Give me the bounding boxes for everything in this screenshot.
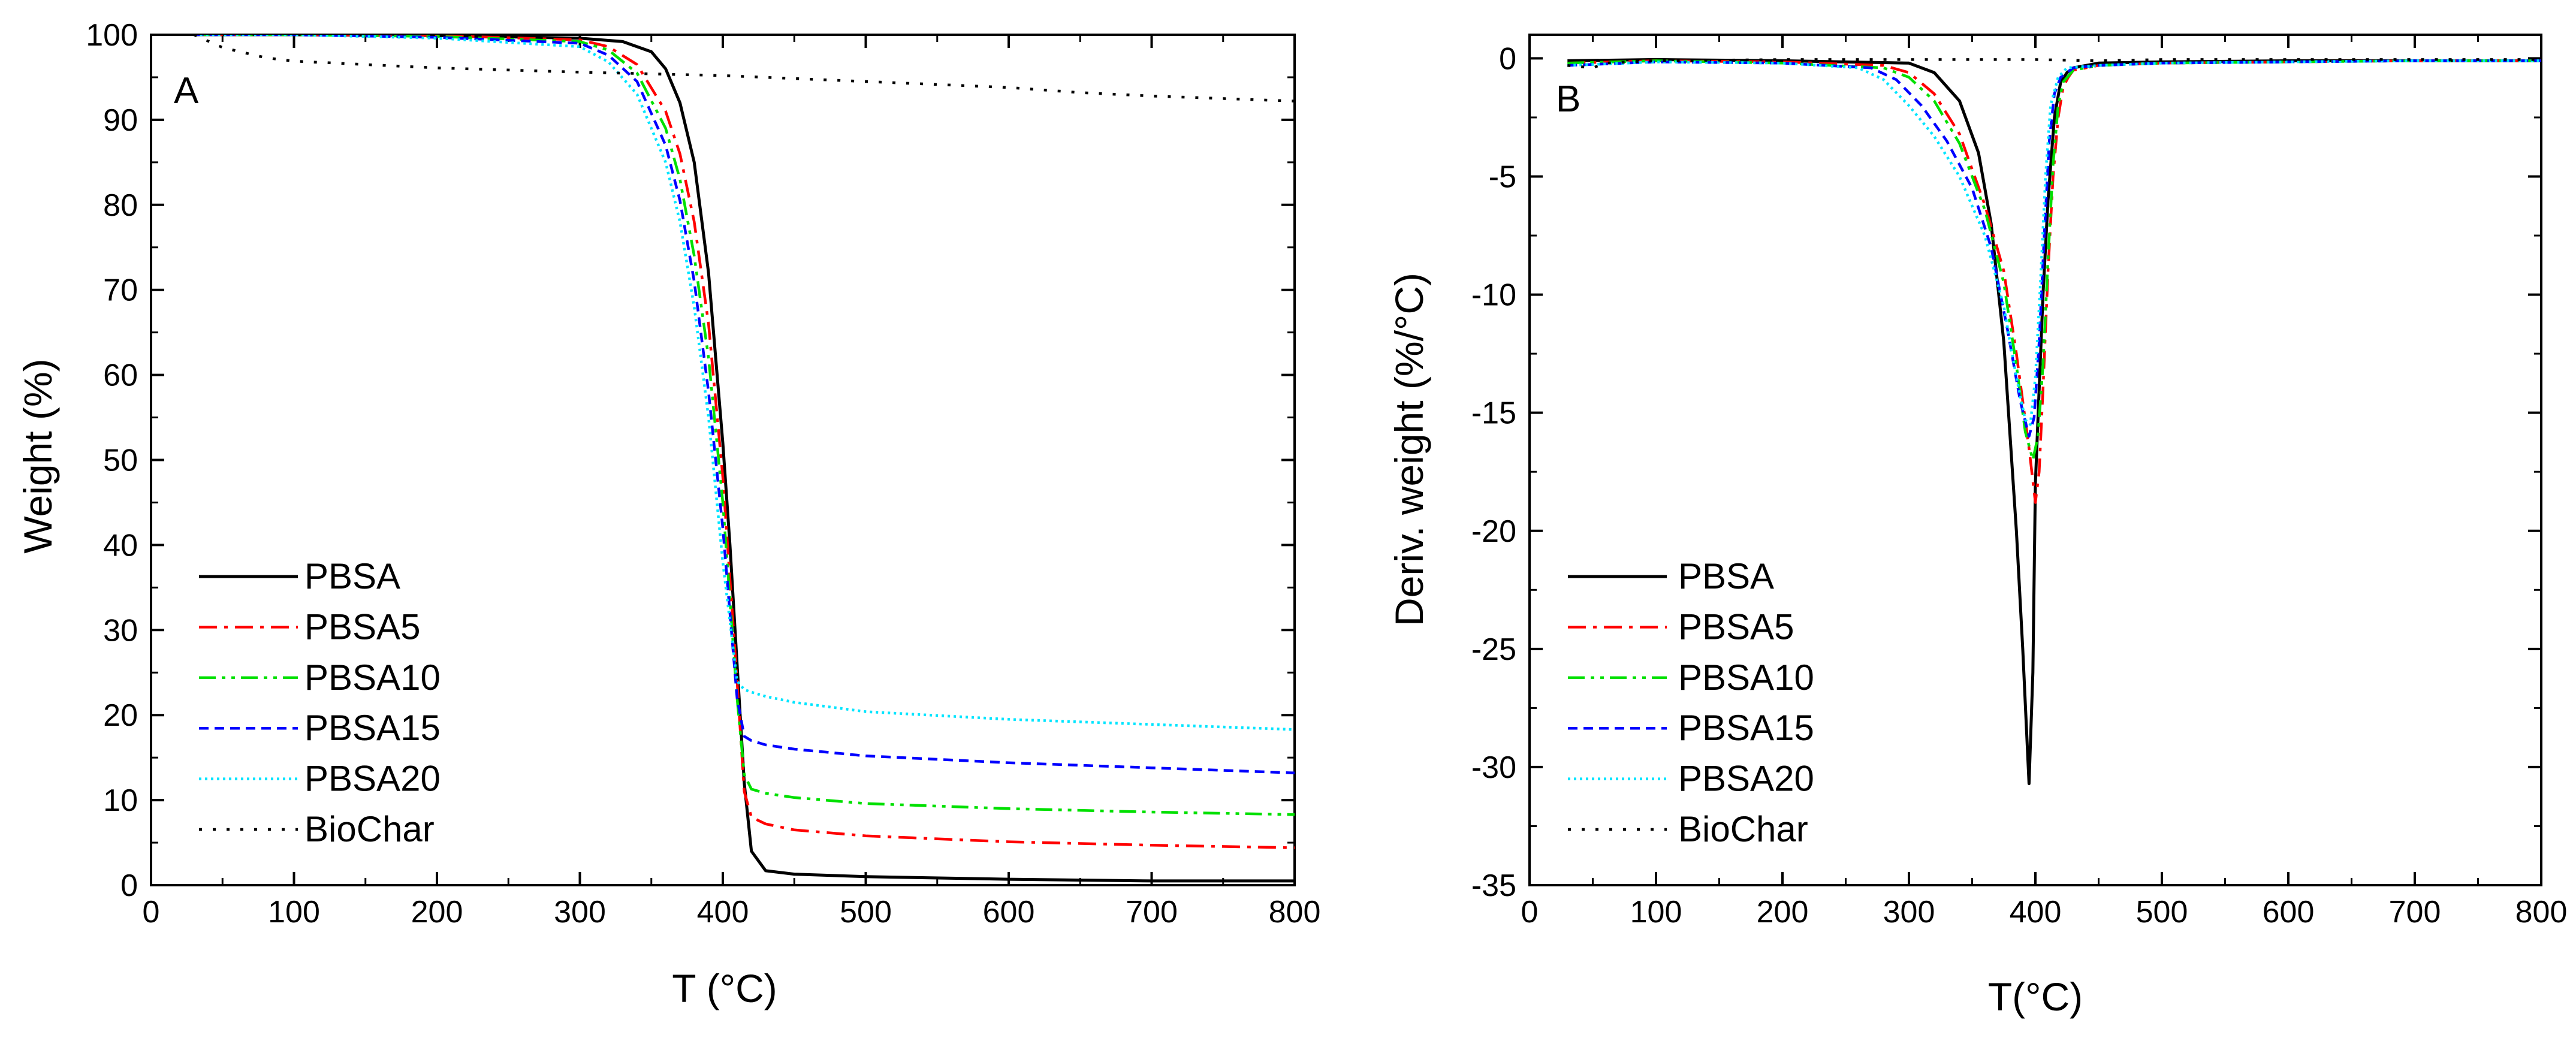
legend-label-pbsa5: PBSA5 [1678, 606, 1794, 647]
legend-label-pbsa: PBSA [1678, 556, 1774, 596]
x-tick-label: 0 [143, 895, 160, 930]
x-tick-label: 100 [268, 895, 320, 930]
panel-a-weight-chart: A T (°C) Weight (%) 0 100 200 300 400 500 600 7… [16, 18, 1320, 1010]
legend-label-pbsa20: PBSA20 [1678, 759, 1814, 799]
x-tick-label: 500 [2136, 895, 2188, 930]
x-tick-label: 300 [554, 895, 606, 930]
panel-b-derivative-chart: B T(°C) Deriv. weight (%/°C) 0 100 200 300 4… [1387, 34, 2568, 1019]
y-tick-label: 100 [86, 18, 138, 53]
legend-label-pbsa10: PBSA10 [1678, 657, 1814, 698]
legend-label-pbsa5: PBSA5 [304, 606, 420, 647]
x-tick-label: 600 [2263, 895, 2315, 930]
series-group [1567, 58, 2541, 785]
y-tick-label: -20 [1471, 514, 1516, 549]
y-tick-label: -10 [1471, 278, 1516, 313]
series-line-pbsa10 [194, 35, 1295, 816]
y-tick-label: -35 [1471, 868, 1516, 903]
y-tick-label: -30 [1471, 750, 1516, 785]
y-tick-label: 20 [103, 698, 138, 733]
x-tick-label: 400 [697, 895, 749, 930]
y-tick-label: 10 [103, 783, 138, 818]
series-group [193, 35, 1295, 883]
legend-label-pbsa15: PBSA15 [1678, 708, 1814, 748]
legend-label-biochar: BioChar [304, 809, 435, 849]
y-tick-label: 0 [1499, 41, 1516, 76]
x-tick-label: 800 [2515, 895, 2568, 930]
y-tick-label: -5 [1489, 160, 1516, 195]
x-tick-label: 100 [1630, 895, 1682, 930]
panel-b-x-axis-label: T(°C) [1988, 974, 2083, 1019]
x-tick-label: 400 [2010, 895, 2062, 930]
x-tick-label: 0 [1521, 895, 1539, 930]
y-tick-label: 60 [103, 358, 138, 393]
series-line-pbsa5 [194, 35, 1295, 849]
legend-label-biochar: BioChar [1678, 809, 1808, 849]
x-tick-label: 300 [1883, 895, 1935, 930]
series-line-pbsa20 [194, 35, 1295, 731]
x-tick-label: 500 [840, 895, 892, 930]
y-tick-label: 0 [120, 868, 138, 903]
legend-label-pbsa: PBSA [304, 556, 400, 596]
x-tick-label: 200 [411, 895, 463, 930]
panel-a-y-axis-label: Weight (%) [16, 358, 60, 553]
y-tick-label: 30 [103, 613, 138, 648]
series-line-pbsa [1567, 58, 2541, 785]
x-tick-label: 800 [1269, 895, 1321, 930]
legend: PBSA PBSA5 PBSA10 PBSA15 PBSA20 BioChar [199, 556, 441, 849]
series-line-pbsa10 [1567, 59, 2541, 461]
panel-a-label: A [174, 70, 199, 111]
x-tick-label: 700 [1126, 895, 1178, 930]
series-line-pbsa [194, 35, 1295, 883]
y-tick-label: 90 [103, 103, 138, 138]
x-tick-label: 600 [983, 895, 1035, 930]
panel-b-label: B [1556, 79, 1580, 120]
y-tick-label: -25 [1471, 632, 1516, 667]
legend-label-pbsa10: PBSA10 [304, 657, 441, 698]
legend-label-pbsa15: PBSA15 [304, 708, 441, 748]
legend: PBSA PBSA5 PBSA10 PBSA15 PBSA20 BioChar [1568, 556, 1814, 849]
y-tick-label: 70 [103, 273, 138, 308]
y-tick-label: 80 [103, 188, 138, 223]
panel-a-x-axis-label: T (°C) [672, 966, 777, 1010]
series-line-pbsa15 [194, 35, 1295, 774]
x-tick-label: 200 [1757, 895, 1809, 930]
y-tick-label: -15 [1471, 396, 1516, 431]
y-tick-label: 50 [103, 443, 138, 478]
panel-b-y-axis-label: Deriv. weight (%/°C) [1387, 273, 1431, 626]
legend-label-pbsa20: PBSA20 [304, 759, 441, 799]
x-tick-label: 700 [2389, 895, 2441, 930]
y-tick-label: 40 [103, 528, 138, 563]
